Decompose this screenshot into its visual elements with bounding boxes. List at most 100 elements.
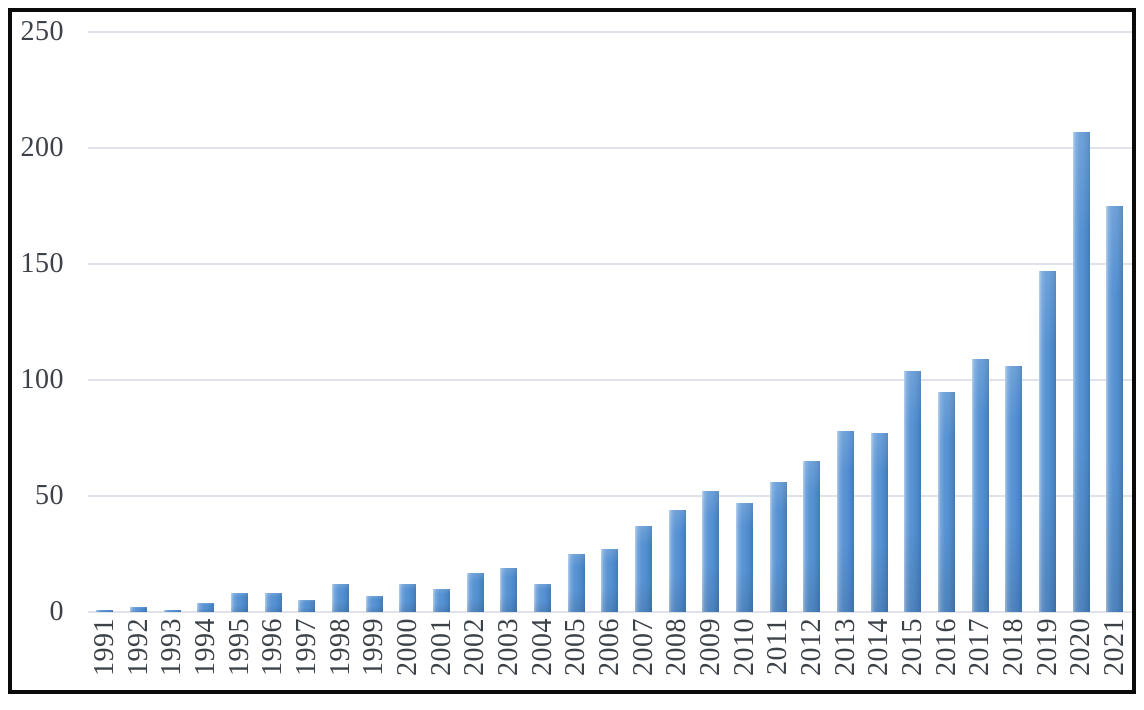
bar-column-2015: [896, 32, 930, 612]
x-tick-label: 2013: [829, 618, 861, 676]
x-tick-label: 1991: [88, 618, 120, 676]
gridline-150: [88, 263, 1132, 265]
bar-1992: [130, 607, 147, 612]
x-tick-label: 2003: [492, 618, 524, 676]
bar-1998: [332, 584, 350, 612]
x-tick-label: 1993: [156, 618, 188, 676]
bar-2005: [567, 554, 585, 612]
bar-2000: [399, 584, 417, 612]
x-axis: 1991 1992 1993 1994 1995 1996 1997 1998 1999 2000…: [88, 618, 1132, 690]
bar-column-2018: [997, 32, 1031, 612]
y-tick-label: 200: [20, 132, 64, 163]
x-tick-cell: 2014: [862, 618, 896, 690]
bar-column-1992: [122, 32, 156, 612]
bar-column-2004: [526, 32, 560, 612]
bar-2006: [601, 549, 619, 612]
bar-column-2008: [660, 32, 694, 612]
x-tick-cell: 2000: [391, 618, 425, 690]
bar-2016: [938, 391, 956, 612]
bar-2017: [971, 359, 989, 612]
bar-1996: [264, 593, 282, 612]
x-tick-label: 1995: [223, 618, 255, 676]
x-tick-cell: 2016: [930, 618, 964, 690]
y-tick-label: 50: [35, 480, 64, 511]
bar-2014: [870, 433, 888, 612]
bar-column-2003: [492, 32, 526, 612]
bar-column-2002: [458, 32, 492, 612]
bar-2003: [500, 567, 518, 612]
x-tick-label: 2002: [459, 618, 491, 676]
bar-column-2011: [761, 32, 795, 612]
bar-column-2012: [795, 32, 829, 612]
y-tick-label: 250: [20, 16, 64, 47]
gridline-50: [88, 495, 1132, 497]
x-tick-label: 2015: [896, 618, 928, 676]
gridline-0: [88, 611, 1132, 613]
x-tick-cell: 2008: [660, 618, 694, 690]
bar-column-2006: [593, 32, 627, 612]
x-tick-cell: 2020: [1064, 618, 1098, 690]
bar-2008: [668, 509, 686, 612]
bar-column-2014: [862, 32, 896, 612]
bar-2018: [1005, 366, 1023, 612]
bar-2021: [1106, 206, 1124, 612]
bar-1994: [197, 602, 215, 612]
gridline-100: [88, 379, 1132, 381]
y-tick-label: 150: [20, 248, 64, 279]
x-tick-cell: 1999: [357, 618, 391, 690]
x-tick-label: 2020: [1065, 618, 1097, 676]
x-tick-label: 1997: [290, 618, 322, 676]
bar-2004: [534, 584, 552, 612]
x-tick-label: 2000: [391, 618, 423, 676]
x-tick-cell: 2011: [761, 618, 795, 690]
bar-column-2007: [627, 32, 661, 612]
bar-column-2010: [728, 32, 762, 612]
chart-frame: 0 50 100 150 200 250 1991 1992 1993 1994 1995 1996…: [8, 8, 1136, 694]
bar-column-2001: [425, 32, 459, 612]
x-tick-cell: 1991: [88, 618, 122, 690]
x-tick-cell: 2007: [627, 618, 661, 690]
bar-2007: [635, 526, 653, 612]
y-tick-label: 100: [20, 364, 64, 395]
x-tick-label: 1996: [257, 618, 289, 676]
bar-column-1999: [357, 32, 391, 612]
bar-column-1994: [189, 32, 223, 612]
bar-column-2000: [391, 32, 425, 612]
bar-series: [88, 32, 1132, 612]
bar-column-1997: [290, 32, 324, 612]
bar-2010: [736, 502, 754, 612]
x-tick-label: 2005: [560, 618, 592, 676]
x-tick-label: 2001: [425, 618, 457, 676]
bar-column-2021: [1098, 32, 1132, 612]
x-tick-label: 1992: [122, 618, 154, 676]
bar-2013: [837, 431, 855, 612]
bar-column-2019: [1031, 32, 1065, 612]
bar-column-2009: [694, 32, 728, 612]
x-tick-label: 2007: [627, 618, 659, 676]
bar-column-2016: [930, 32, 964, 612]
x-tick-cell: 1993: [155, 618, 189, 690]
x-tick-cell: 1996: [256, 618, 290, 690]
x-tick-label: 2011: [762, 618, 794, 675]
x-tick-cell: 2006: [593, 618, 627, 690]
x-tick-cell: 1995: [223, 618, 257, 690]
x-tick-label: 1999: [358, 618, 390, 676]
x-tick-cell: 2013: [829, 618, 863, 690]
x-tick-cell: 2010: [728, 618, 762, 690]
x-tick-cell: 1994: [189, 618, 223, 690]
x-tick-label: 2009: [694, 618, 726, 676]
bar-column-2020: [1064, 32, 1098, 612]
bar-2019: [1039, 270, 1057, 612]
x-tick-cell: 1997: [290, 618, 324, 690]
x-tick-label: 2004: [526, 618, 558, 676]
bar-column-1991: [88, 32, 122, 612]
bar-column-1995: [223, 32, 257, 612]
bar-1995: [231, 593, 249, 612]
bar-2020: [1072, 131, 1090, 612]
bar-column-1998: [324, 32, 358, 612]
x-tick-label: 2008: [661, 618, 693, 676]
x-tick-label: 1994: [189, 618, 221, 676]
y-tick-label: 0: [49, 596, 64, 627]
x-tick-label: 2014: [863, 618, 895, 676]
